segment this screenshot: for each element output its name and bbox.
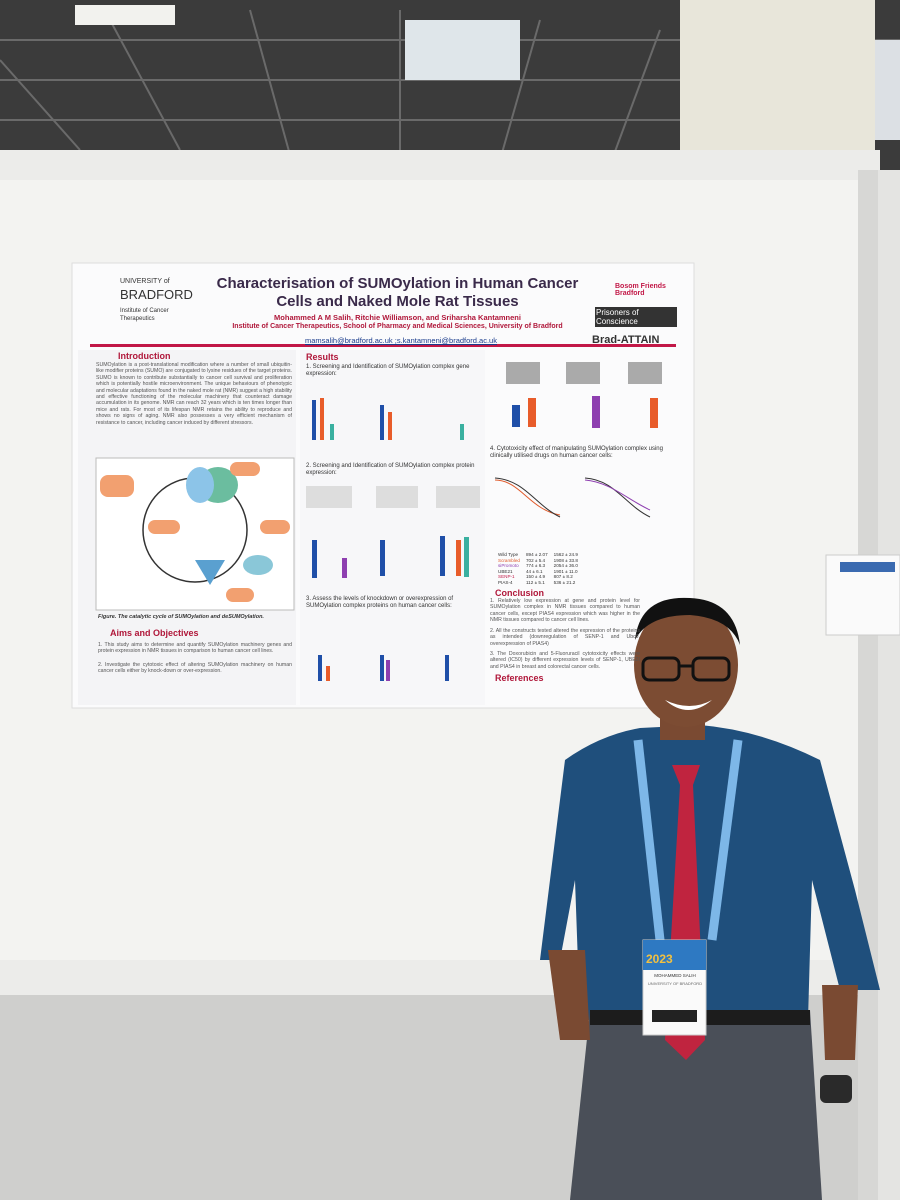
badge-org: UNIVERSITY OF BRADFORD	[647, 981, 703, 986]
table-row: SENP-1 150 ± 4.9 807 ± 8.2	[495, 574, 581, 580]
result-heading: 4. Cytotoxicity effect of manipulating S…	[490, 446, 663, 459]
section-text: 1. This study aims to determine and quan…	[98, 642, 292, 655]
section-heading: Introduction	[118, 351, 171, 361]
result-heading: 1. Screening and Identification of SUMOy…	[306, 364, 470, 377]
table-row: siPromoto 774 ± 6.3 2054 ± 36.0	[495, 563, 581, 569]
table-row: PIAS-4 112 ± 5.1 536 ± 21.2	[495, 580, 581, 586]
table-cell: 774 ± 6.3	[525, 563, 546, 569]
table-cell: 2054 ± 36.0	[553, 563, 578, 569]
figure-caption: Figure. The catalytic cycle of SUMOylati…	[98, 614, 264, 620]
table-cell: 1908 ± 33.8	[553, 557, 578, 563]
table-row: Wild Type 894 ± 2.07 1562 ± 24.9	[495, 552, 581, 558]
section-heading: Results	[306, 352, 339, 362]
logo-subtitle: Institute of Cancer Therapeutics	[120, 308, 169, 322]
poster-affiliation: Institute of Cancer Therapeutics, School…	[232, 323, 563, 330]
section-text: 3. The Doxorubicin and 5-Fluoruracil cyt…	[490, 651, 640, 670]
logo-line: UNIVERSITY of	[120, 278, 170, 285]
poster-authors: Mohammed A M Salih, Ritchie Williamson, …	[274, 313, 521, 322]
result-heading: 3. Assess the levels of knockdown or ove…	[306, 596, 454, 609]
table-cell: 150 ± 4.9	[525, 574, 546, 580]
section-text: 2. All the constructs tested altered the…	[490, 628, 640, 647]
table-cell: 807 ± 8.2	[553, 574, 573, 580]
table-cell: Wild Type	[498, 552, 519, 557]
section-heading: References	[495, 673, 544, 683]
sponsor-logo: Brad-ATTAIN	[592, 334, 660, 346]
sponsor-logo: Bosom Friends Bradford	[615, 283, 666, 297]
section-text: 2. Investigate the cytotoxic effect of a…	[98, 662, 292, 675]
table-cell: 702 ± 5.4	[525, 557, 546, 563]
table-row: Scrambled 702 ± 5.4 1908 ± 33.8	[495, 558, 581, 564]
section-text: 1. Relatively low expression at gene and…	[490, 598, 640, 624]
table-cell: PIAS-4	[498, 579, 513, 585]
table-cell: UBE21	[498, 568, 513, 574]
table-cell: 44 ± 6.1	[525, 568, 543, 574]
table-cell: siPromoto	[498, 563, 519, 569]
logo-name: BRADFORD	[120, 287, 193, 302]
result-heading: 2. Screening and Identification of SUMOy…	[306, 463, 475, 476]
table-cell: SENP-1	[498, 574, 515, 580]
table-row: UBE21 44 ± 6.1 1901 ± 11.0	[495, 569, 581, 575]
table-cell: 1562 ± 24.9	[553, 552, 578, 557]
badge-name: MOHAMMED SALIH	[654, 973, 696, 978]
table-cell: Scrambled	[498, 557, 520, 563]
section-heading: Aims and Objectives	[110, 628, 199, 638]
poster-emails: mamsalih@bradford.ac.uk ;s.kantamneni@br…	[305, 336, 497, 345]
poster-title: Characterisation of SUMOylation in Human…	[216, 275, 579, 310]
sponsor-logo: Prisoners of Conscience	[595, 307, 677, 327]
ic50-table: Wild Type 894 ± 2.07 1562 ± 24.9 Scrambled 7…	[495, 552, 581, 586]
section-text: SUMOylation is a post-translational modi…	[96, 362, 292, 426]
table-cell: 536 ± 21.2	[553, 579, 576, 585]
badge-year: 2023	[646, 952, 673, 966]
table-cell: 112 ± 5.1	[525, 579, 545, 585]
section-heading: Conclusion	[495, 588, 544, 598]
table-cell: 1901 ± 11.0	[553, 568, 578, 574]
table-cell: 894 ± 2.07	[525, 552, 548, 557]
